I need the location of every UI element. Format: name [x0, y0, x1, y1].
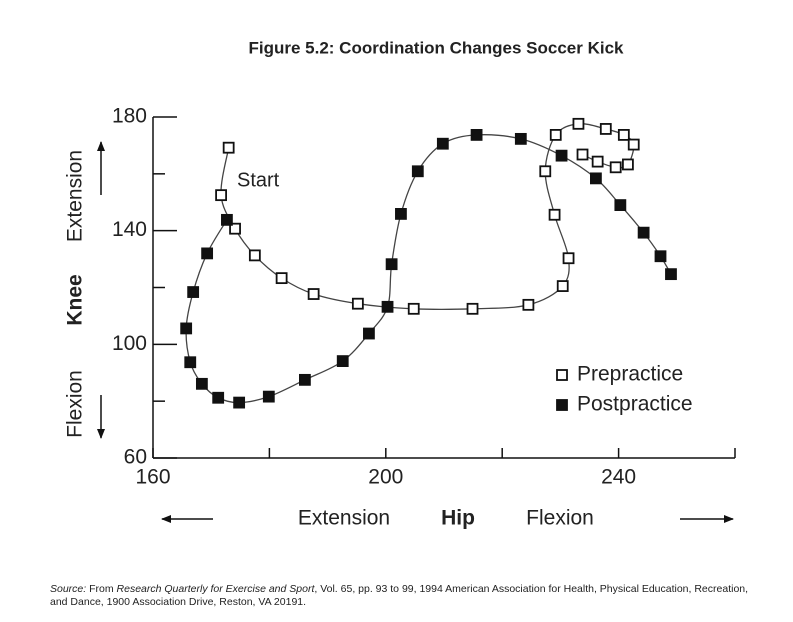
x-label-right: Flexion — [526, 507, 594, 530]
point — [599, 123, 612, 135]
point — [562, 252, 575, 265]
point — [539, 165, 552, 178]
point — [395, 208, 407, 220]
x-tick-label: 200 — [368, 466, 403, 489]
point — [591, 155, 604, 168]
legend-marker — [556, 369, 568, 381]
x-tick-label: 160 — [135, 466, 170, 489]
y-label-upper: Extension — [64, 150, 87, 242]
point — [221, 213, 233, 226]
source-note: Source: From Research Quarterly for Exer… — [50, 583, 750, 609]
point — [556, 280, 569, 292]
point — [590, 172, 602, 185]
x-label-left: Extension — [298, 507, 390, 530]
point — [654, 250, 667, 263]
point — [407, 302, 420, 315]
point — [307, 288, 320, 300]
point — [576, 148, 589, 161]
point — [248, 249, 261, 262]
point — [470, 129, 483, 141]
annotation: Start — [237, 169, 280, 191]
point — [436, 137, 449, 150]
point — [637, 226, 650, 239]
point — [548, 208, 561, 221]
point — [222, 141, 235, 154]
point — [609, 161, 622, 174]
point — [572, 117, 585, 130]
point — [233, 396, 246, 409]
y-axis-label: Flexion Knee Extension — [64, 150, 87, 438]
point — [363, 327, 375, 340]
point — [229, 222, 241, 235]
point — [184, 356, 197, 369]
legend-marker — [556, 399, 568, 411]
point — [627, 138, 640, 151]
legend-label: Postpractice — [577, 393, 693, 416]
point — [201, 247, 214, 260]
y-label-lower: Flexion — [64, 370, 87, 438]
point — [555, 149, 568, 162]
point — [275, 272, 288, 285]
point — [262, 390, 275, 403]
point — [336, 355, 349, 367]
y-tick-label: 100 — [112, 332, 147, 355]
x-tick-label: 240 — [601, 466, 636, 489]
chart: Figure 5.2: Coordination Changes Soccer … — [64, 38, 736, 530]
point — [522, 298, 535, 311]
point — [187, 286, 200, 298]
point — [622, 158, 634, 171]
y-label-main: Knee — [64, 274, 87, 325]
legend-label: Prepractice — [577, 363, 683, 386]
point — [514, 132, 527, 145]
x-label-main: Hip — [441, 507, 475, 530]
point — [215, 189, 227, 202]
source-text: , Vol. 65, pp. 93 to 99, 1994 American A… — [50, 583, 749, 608]
point — [549, 129, 562, 141]
point — [212, 391, 225, 404]
point — [411, 165, 424, 178]
chart-title: Figure 5.2: Coordination Changes Soccer … — [248, 38, 624, 57]
point — [466, 302, 479, 315]
source-text: Source: — [50, 583, 87, 595]
point — [351, 297, 364, 310]
source-text: From — [86, 583, 117, 595]
point — [195, 377, 208, 390]
point — [614, 199, 627, 211]
source-text: Research Quarterly for Exercise and Spor… — [116, 583, 315, 595]
y-tick-label: 180 — [112, 105, 147, 128]
point — [299, 373, 311, 386]
point — [617, 129, 630, 141]
point — [385, 258, 398, 271]
y-tick-label: 140 — [112, 218, 147, 241]
y-tick-label: 60 — [124, 446, 147, 469]
point — [665, 268, 677, 281]
point — [180, 322, 193, 335]
point — [381, 300, 394, 313]
